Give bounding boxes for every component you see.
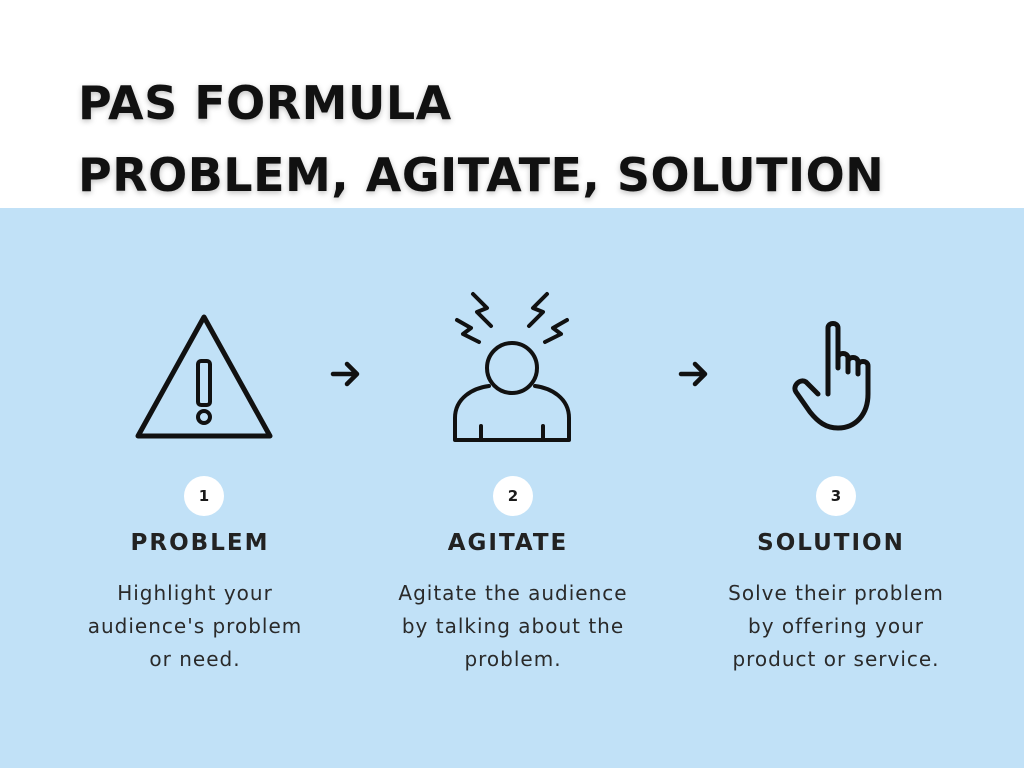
step-number-badge: 1 [184,476,224,516]
pointing-hand-icon [792,321,871,431]
step-title: AGITATE [447,530,569,556]
stressed-person-icon [453,292,571,442]
step-title: SOLUTION [757,530,905,556]
step-number-badge: 3 [816,476,856,516]
title-line-1: PAS FORMULA [78,76,452,130]
step-number-badge: 2 [493,476,533,516]
steps-panel: 1 2 3 PROBLEM AGITATE SOLUTION Highlight… [0,208,1024,768]
arrow-right-icon [330,361,360,387]
step-description: Solve their problem by offering your pro… [728,581,944,671]
step-title: PROBLEM [130,530,270,556]
step-description: Highlight your audience's problem or nee… [87,581,303,671]
header: PAS FORMULA PROBLEM, AGITATE, SOLUTION [0,0,1024,208]
warning-triangle-icon [135,314,273,439]
title-line-2: PROBLEM, AGITATE, SOLUTION [78,148,885,202]
arrow-right-icon [678,361,708,387]
step-description: Agitate the audience by talking about th… [398,581,628,671]
